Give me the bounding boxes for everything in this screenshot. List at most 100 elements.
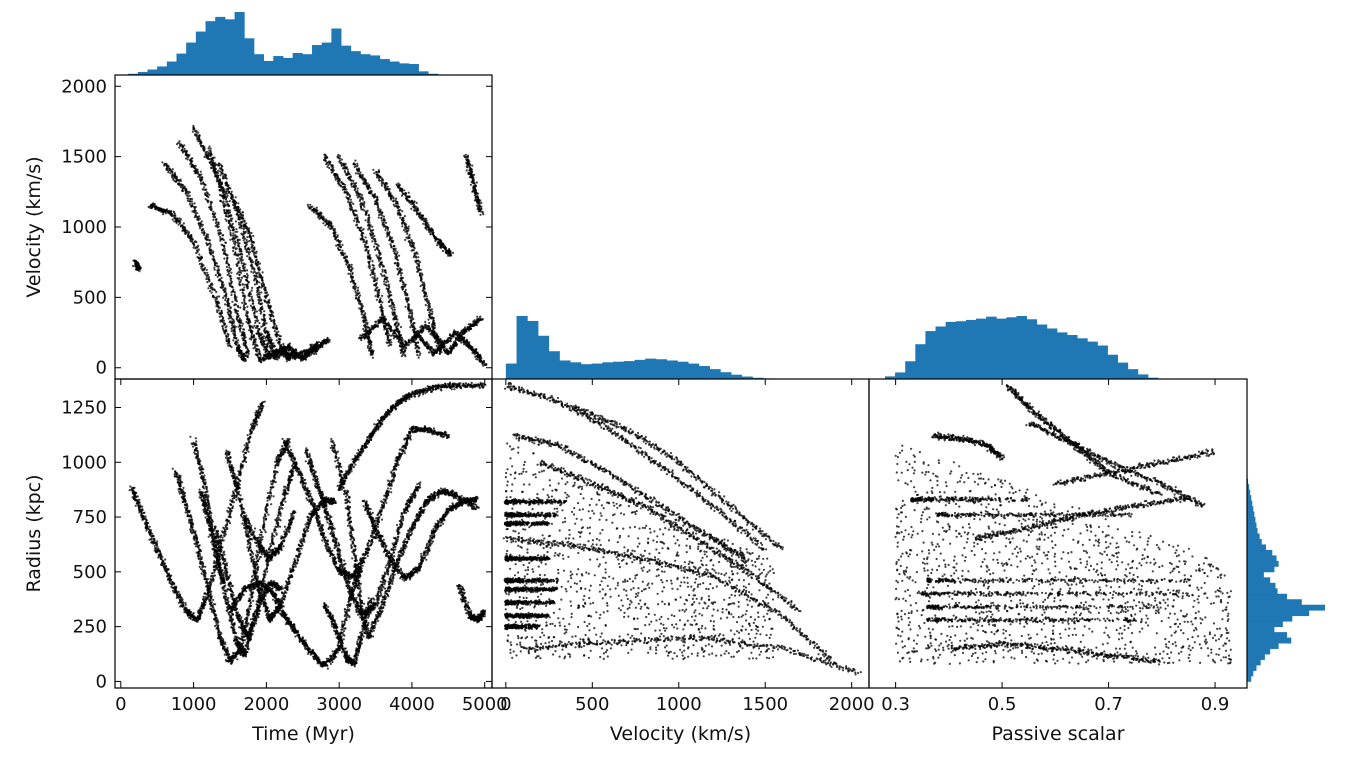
scatter-point bbox=[215, 274, 217, 276]
scatter-point bbox=[370, 274, 372, 276]
scatter-point bbox=[307, 204, 309, 206]
histogram-bar bbox=[1247, 583, 1275, 589]
scatter-point bbox=[246, 241, 248, 243]
scatter-point bbox=[230, 196, 232, 198]
scatter-point bbox=[207, 196, 209, 198]
scatter-point bbox=[355, 214, 357, 216]
scatter-point bbox=[404, 215, 406, 217]
scatter-point bbox=[338, 178, 340, 180]
scatter-point bbox=[265, 339, 267, 341]
scatter-point bbox=[269, 342, 271, 344]
scatter-point bbox=[235, 296, 237, 298]
hist-time bbox=[128, 12, 438, 75]
scatter-point bbox=[363, 317, 365, 319]
scatter-point bbox=[239, 324, 241, 326]
scatter-point bbox=[365, 212, 367, 214]
scatter-point bbox=[199, 227, 201, 229]
scatter-point bbox=[414, 347, 416, 349]
scatter-point bbox=[219, 229, 221, 231]
scatter-point bbox=[259, 275, 261, 277]
scatter-point bbox=[345, 167, 347, 169]
scatter-point bbox=[230, 234, 232, 236]
scatter-point bbox=[369, 348, 371, 350]
scatter-point bbox=[265, 289, 267, 291]
histogram-bar bbox=[167, 62, 177, 75]
scatter-point bbox=[249, 299, 251, 301]
scatter-point bbox=[406, 231, 408, 233]
scatter-point bbox=[263, 283, 265, 285]
scatter-point bbox=[289, 342, 291, 344]
scatter-point bbox=[225, 184, 227, 186]
scatter-point bbox=[316, 343, 318, 345]
scatter-point bbox=[214, 163, 216, 165]
scatter-point bbox=[386, 183, 388, 185]
scatter-point bbox=[413, 322, 415, 324]
scatter-point bbox=[277, 331, 279, 333]
scatter-point bbox=[408, 192, 410, 194]
scatter-point bbox=[383, 221, 385, 223]
scatter-point bbox=[377, 296, 379, 298]
histogram-bar bbox=[409, 64, 419, 75]
scatter-point bbox=[372, 169, 374, 171]
scatter-point bbox=[264, 332, 266, 334]
scatter-point bbox=[410, 203, 412, 205]
scatter-point bbox=[226, 178, 228, 180]
scatter-point bbox=[208, 147, 210, 149]
scatter-point bbox=[366, 240, 368, 242]
scatter-point bbox=[253, 247, 255, 249]
scatter-point bbox=[236, 273, 238, 275]
scatter-point bbox=[255, 278, 257, 280]
scatter-point bbox=[229, 317, 231, 319]
histogram-bar bbox=[1247, 544, 1266, 550]
histogram-bar bbox=[177, 54, 187, 75]
scatter-point bbox=[229, 310, 231, 312]
scatter-point bbox=[230, 294, 232, 296]
scatter-point bbox=[222, 169, 224, 171]
scatter-point bbox=[259, 263, 261, 265]
scatter-point bbox=[420, 275, 422, 277]
scatter-point bbox=[254, 283, 256, 285]
histogram-bar bbox=[1247, 594, 1287, 600]
scatter-layer bbox=[129, 125, 1232, 676]
scatter-point bbox=[374, 275, 376, 277]
scatter-point bbox=[356, 294, 358, 296]
scatter-point bbox=[216, 225, 218, 227]
scatter-point bbox=[243, 275, 245, 277]
scatter-point bbox=[341, 159, 343, 161]
scatter-point bbox=[414, 247, 416, 249]
scatter-point bbox=[241, 325, 243, 327]
scatter-point bbox=[372, 194, 374, 196]
scatter-point bbox=[253, 314, 255, 316]
scatter-point bbox=[355, 182, 357, 184]
scatter-point bbox=[191, 198, 193, 200]
scatter-point bbox=[259, 268, 261, 270]
scatter-point bbox=[351, 201, 353, 203]
scatter-point bbox=[420, 279, 422, 281]
scatter-point bbox=[328, 167, 330, 169]
scatter-point bbox=[249, 232, 251, 234]
scatter-point bbox=[303, 357, 305, 359]
scatter-point bbox=[229, 345, 231, 347]
scatter-point bbox=[416, 351, 418, 353]
scatter-point bbox=[410, 239, 412, 241]
scatter-point bbox=[241, 211, 243, 213]
scatter-point bbox=[218, 307, 220, 309]
scatter-point bbox=[265, 292, 267, 294]
histogram-bar bbox=[677, 362, 688, 379]
scatter-point bbox=[231, 327, 233, 329]
scatter-point bbox=[250, 232, 252, 234]
scatter-point bbox=[239, 281, 241, 283]
histogram-bar bbox=[592, 364, 603, 379]
scatter-point bbox=[252, 235, 254, 237]
scatter-point bbox=[247, 349, 249, 351]
histogram-bar bbox=[635, 360, 646, 379]
scatter-point bbox=[203, 268, 205, 270]
scatter-point bbox=[226, 201, 228, 203]
scatter-point bbox=[246, 306, 248, 308]
scatter-point bbox=[269, 318, 271, 320]
scatter-point bbox=[360, 239, 362, 241]
scatter-point bbox=[201, 229, 203, 231]
scatter-point bbox=[420, 269, 422, 271]
scatter-point bbox=[226, 266, 228, 268]
scatter-point bbox=[173, 220, 175, 222]
